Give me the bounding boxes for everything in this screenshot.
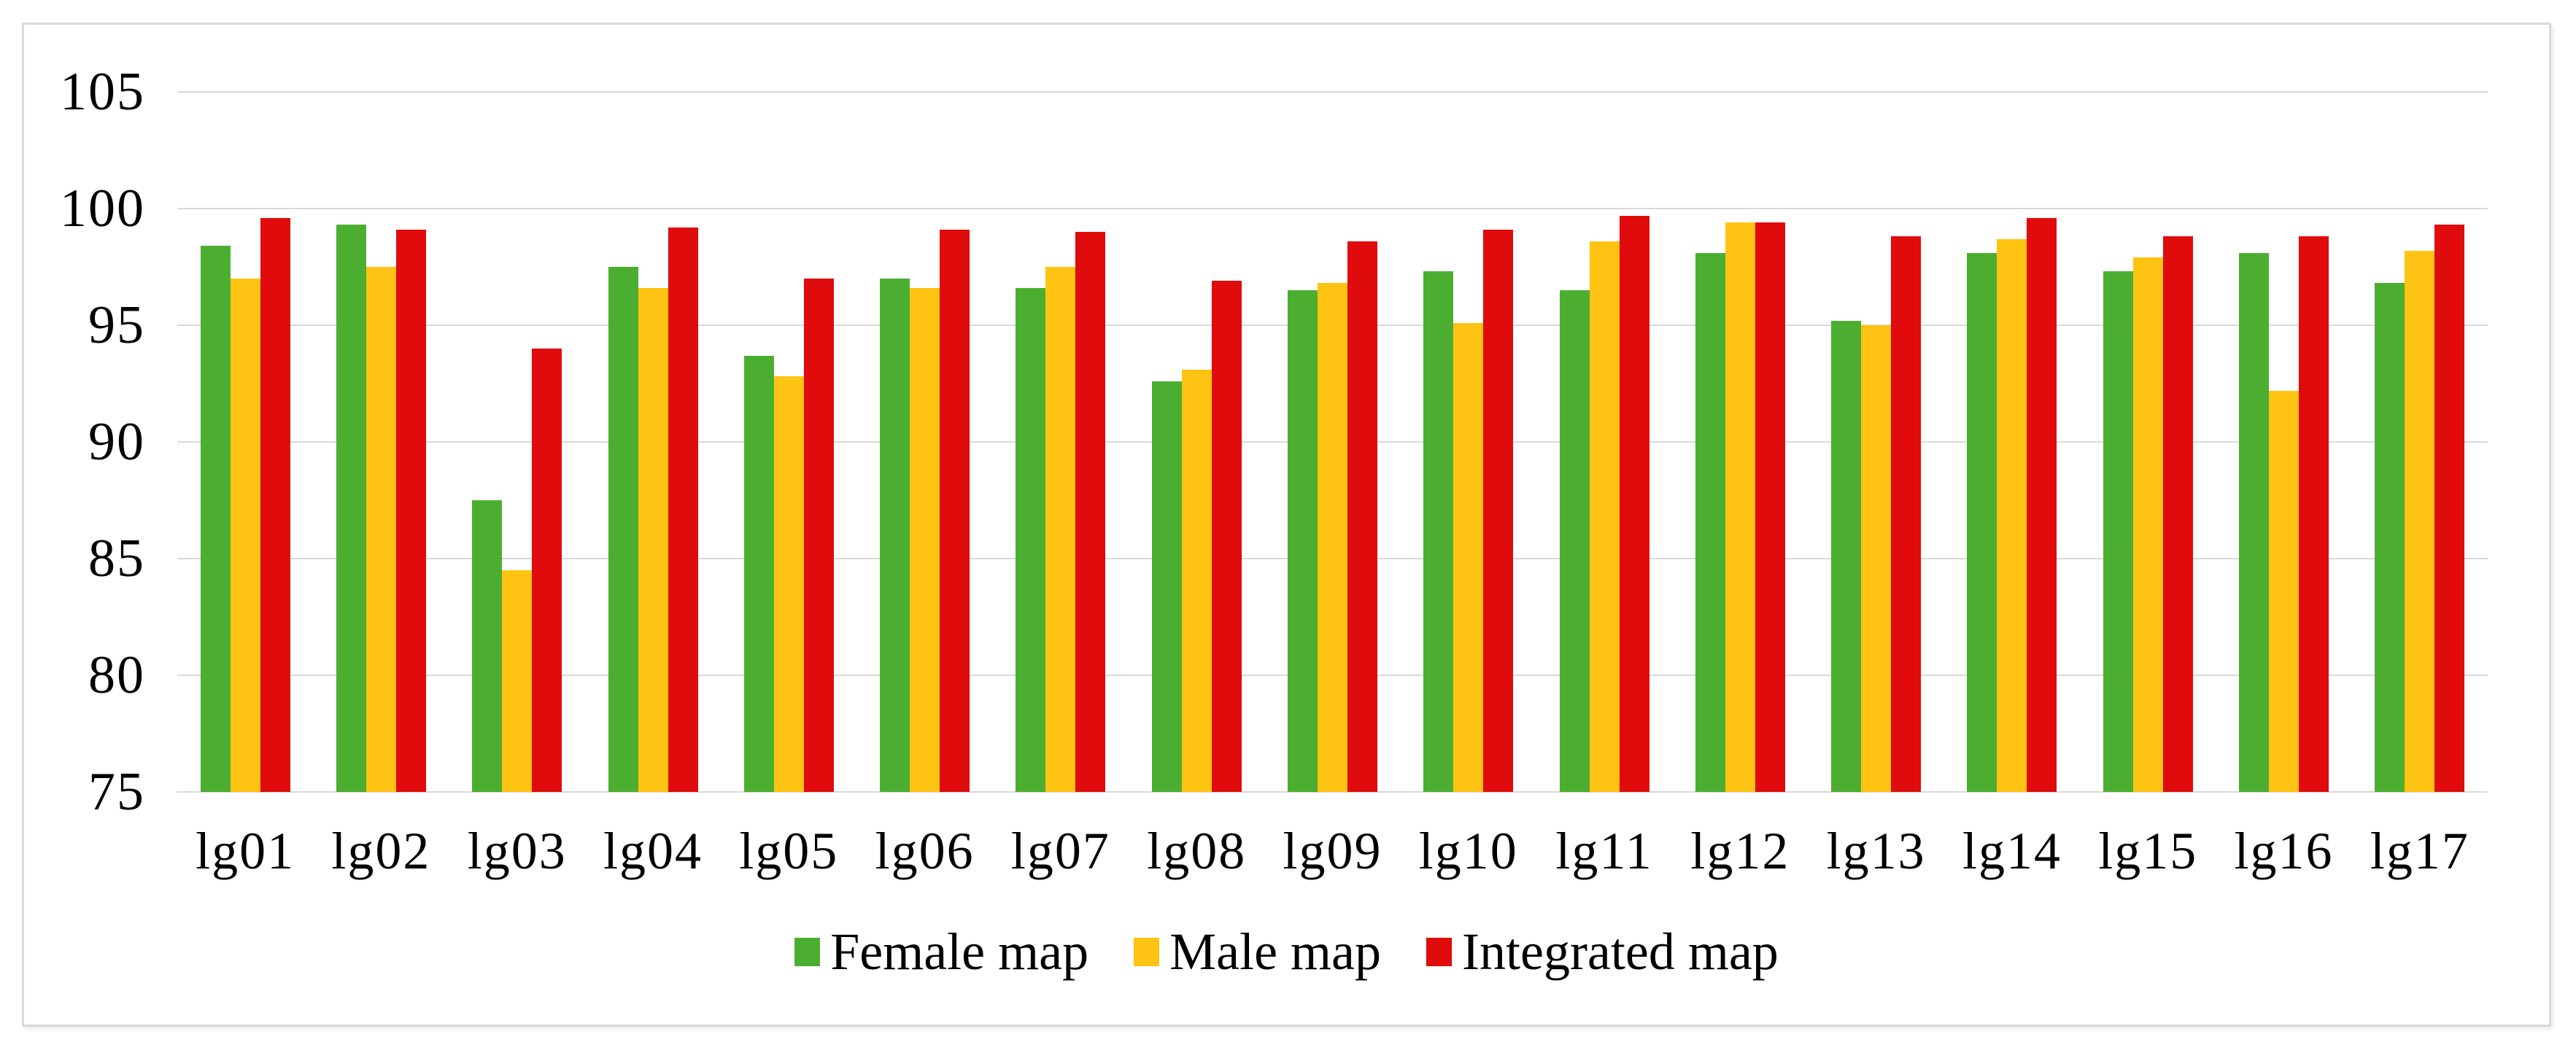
legend-item-integrated-map: Integrated map: [1426, 919, 1779, 984]
bar-lg02-female-map: [336, 225, 366, 792]
x-tick-label-lg07: lg07: [1010, 822, 1110, 880]
bar-lg09-female-map: [1288, 290, 1318, 792]
bar-lg01-male-map: [230, 279, 260, 792]
bar-lg16-male-map: [2269, 390, 2300, 792]
y-tick-label-100: 100: [60, 179, 145, 238]
bar-lg17-female-map: [2375, 283, 2405, 792]
legend-swatch-icon-male-map: [1134, 937, 1160, 966]
x-tick-label-lg05: lg05: [739, 822, 839, 880]
bar-lg15-integrated-map: [2162, 236, 2193, 792]
y-tick-label-80: 80: [88, 645, 145, 705]
legend-swatch-icon-female-map: [794, 937, 821, 966]
bar-lg08-integrated-map: [1211, 281, 1242, 792]
bar-lg16-integrated-map: [2299, 236, 2329, 792]
bar-lg15-female-map: [2103, 271, 2133, 792]
bar-lg05-integrated-map: [803, 279, 834, 792]
x-tick-label-lg14: lg14: [1962, 822, 2062, 880]
bar-lg17-integrated-map: [2434, 225, 2465, 792]
bar-lg13-male-map: [1861, 325, 1892, 792]
legend-label-integrated-map: Integrated map: [1462, 922, 1779, 981]
bar-lg05-female-map: [743, 355, 774, 792]
bar-lg07-male-map: [1045, 267, 1076, 792]
gridline-100: [177, 208, 2488, 209]
bar-lg05-male-map: [773, 376, 804, 792]
x-tick-label-lg09: lg09: [1283, 822, 1382, 880]
x-tick-label-lg16: lg16: [2234, 822, 2334, 880]
bar-lg11-integrated-map: [1619, 215, 1649, 792]
bar-lg10-male-map: [1453, 322, 1484, 792]
x-tick-label-lg03: lg03: [467, 822, 567, 880]
legend-swatch-icon-integrated-map: [1426, 937, 1452, 966]
bar-lg13-integrated-map: [1891, 236, 1922, 792]
legend-item-male-map: Male map: [1134, 919, 1381, 984]
bar-lg03-male-map: [502, 570, 533, 792]
x-tick-label-lg04: lg04: [603, 822, 703, 880]
bar-lg14-integrated-map: [2027, 217, 2057, 792]
bar-lg08-female-map: [1151, 381, 1182, 792]
bar-lg15-male-map: [2132, 257, 2163, 792]
legend-label-female-map: Female map: [830, 922, 1089, 981]
bar-lg09-integrated-map: [1347, 241, 1377, 792]
bar-lg03-integrated-map: [532, 349, 562, 792]
x-tick-label-lg02: lg02: [331, 822, 431, 880]
bar-lg06-integrated-map: [940, 229, 970, 792]
bar-lg13-female-map: [1831, 320, 1862, 792]
x-tick-label-lg15: lg15: [2098, 822, 2198, 880]
x-tick-label-lg12: lg12: [1690, 822, 1790, 880]
bar-lg10-integrated-map: [1483, 229, 1514, 792]
bar-lg08-male-map: [1181, 369, 1212, 792]
bar-lg06-male-map: [910, 287, 940, 792]
x-tick-label-lg17: lg17: [2370, 822, 2469, 880]
bar-lg10-female-map: [1423, 271, 1454, 792]
bar-lg11-female-map: [1559, 290, 1590, 792]
y-tick-label-75: 75: [88, 762, 145, 822]
bar-lg07-female-map: [1016, 287, 1046, 792]
bar-lg12-integrated-map: [1755, 222, 1785, 792]
y-tick-label-105: 105: [60, 62, 145, 122]
bar-lg07-integrated-map: [1075, 232, 1106, 792]
y-tick-label-95: 95: [88, 295, 145, 355]
bar-lg02-male-map: [365, 267, 396, 792]
bar-lg01-female-map: [200, 246, 231, 792]
bar-lg12-male-map: [1725, 222, 1755, 792]
y-tick-label-85: 85: [88, 529, 145, 588]
bar-lg02-integrated-map: [395, 229, 426, 792]
x-tick-label-lg10: lg10: [1418, 822, 1518, 880]
bar-lg03-female-map: [472, 500, 503, 792]
x-tick-label-lg06: lg06: [875, 822, 975, 880]
bar-lg16-female-map: [2239, 252, 2270, 792]
bar-lg14-male-map: [1997, 238, 2027, 792]
x-tick-label-lg01: lg01: [196, 822, 295, 880]
bar-lg17-male-map: [2405, 250, 2435, 792]
legend-item-female-map: Female map: [794, 919, 1088, 984]
chart-frame: 105 100 95 90 85 80 75 lg01 lg02 lg03 lg04 lg05 lg0…: [22, 23, 2551, 1027]
x-tick-label-lg11: lg11: [1555, 822, 1653, 880]
bar-lg09-male-map: [1318, 283, 1347, 792]
bar-lg12-female-map: [1695, 252, 1725, 792]
bar-lg06-female-map: [880, 279, 910, 792]
y-tick-label-90: 90: [88, 412, 145, 472]
bar-lg04-female-map: [608, 267, 638, 792]
gridline-105: [177, 91, 2488, 93]
bar-lg11-male-map: [1589, 241, 1620, 792]
bar-lg04-male-map: [638, 287, 668, 792]
bar-lg01-integrated-map: [260, 217, 290, 792]
legend-label-male-map: Male map: [1169, 922, 1381, 981]
x-tick-label-lg08: lg08: [1147, 822, 1247, 880]
legend: Female map Male map Integrated map: [22, 914, 2551, 990]
x-tick-label-lg13: lg13: [1826, 822, 1926, 880]
bar-lg14-female-map: [1967, 252, 1997, 792]
bar-lg04-integrated-map: [668, 227, 698, 792]
gridline-75: [177, 791, 2488, 793]
